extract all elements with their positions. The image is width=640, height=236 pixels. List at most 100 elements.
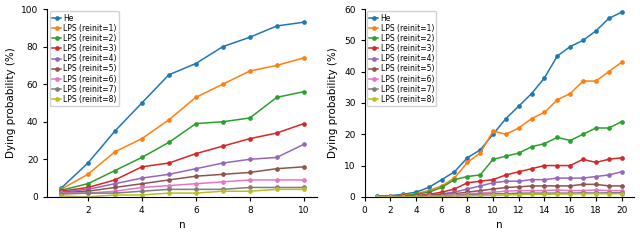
LPS (reinit=4) bbox=[541, 178, 548, 181]
LPS (reinit=1) bbox=[515, 126, 523, 129]
LPS (reinit=7) bbox=[605, 191, 612, 194]
LPS (reinit=1) bbox=[246, 70, 253, 72]
LPS (reinit=8) bbox=[374, 195, 381, 198]
LPS (reinit=7) bbox=[300, 186, 308, 189]
LPS (reinit=3) bbox=[592, 161, 600, 164]
Line: LPS (reinit=6): LPS (reinit=6) bbox=[376, 188, 623, 199]
Line: LPS (reinit=1): LPS (reinit=1) bbox=[59, 56, 306, 191]
LPS (reinit=8) bbox=[528, 193, 536, 196]
LPS (reinit=1) bbox=[618, 61, 625, 64]
LPS (reinit=2) bbox=[425, 191, 433, 194]
LPS (reinit=7) bbox=[84, 192, 92, 194]
Legend: He, LPS (reinit=1), LPS (reinit=2), LPS (reinit=3), LPS (reinit=4), LPS (reinit=: He, LPS (reinit=1), LPS (reinit=2), LPS … bbox=[50, 11, 119, 106]
LPS (reinit=6) bbox=[605, 189, 612, 192]
Line: LPS (reinit=4): LPS (reinit=4) bbox=[376, 170, 623, 199]
LPS (reinit=2) bbox=[246, 117, 253, 119]
LPS (reinit=4) bbox=[618, 170, 625, 173]
LPS (reinit=5) bbox=[618, 185, 625, 187]
He bbox=[138, 101, 146, 104]
LPS (reinit=2) bbox=[554, 136, 561, 139]
LPS (reinit=3) bbox=[192, 152, 200, 155]
LPS (reinit=7) bbox=[541, 192, 548, 194]
LPS (reinit=1) bbox=[554, 98, 561, 101]
LPS (reinit=2) bbox=[528, 145, 536, 148]
LPS (reinit=7) bbox=[246, 186, 253, 189]
LPS (reinit=2) bbox=[502, 155, 509, 158]
LPS (reinit=8) bbox=[387, 195, 394, 198]
LPS (reinit=7) bbox=[138, 190, 146, 193]
LPS (reinit=5) bbox=[476, 189, 484, 192]
LPS (reinit=6) bbox=[246, 179, 253, 181]
LPS (reinit=2) bbox=[618, 120, 625, 123]
LPS (reinit=7) bbox=[57, 193, 65, 195]
He bbox=[111, 130, 118, 133]
LPS (reinit=2) bbox=[138, 156, 146, 159]
LPS (reinit=2) bbox=[579, 133, 587, 136]
LPS (reinit=5) bbox=[138, 182, 146, 185]
LPS (reinit=4) bbox=[57, 191, 65, 194]
LPS (reinit=5) bbox=[554, 185, 561, 187]
Line: LPS (reinit=2): LPS (reinit=2) bbox=[376, 120, 623, 198]
LPS (reinit=8) bbox=[165, 192, 173, 194]
LPS (reinit=7) bbox=[273, 186, 281, 189]
LPS (reinit=7) bbox=[192, 188, 200, 191]
LPS (reinit=6) bbox=[528, 189, 536, 192]
LPS (reinit=4) bbox=[451, 191, 458, 194]
LPS (reinit=8) bbox=[84, 195, 92, 198]
LPS (reinit=1) bbox=[387, 195, 394, 198]
He bbox=[300, 21, 308, 24]
He bbox=[451, 170, 458, 173]
He bbox=[502, 117, 509, 120]
He bbox=[618, 11, 625, 14]
LPS (reinit=2) bbox=[438, 186, 445, 189]
Legend: He, LPS (reinit=1), LPS (reinit=2), LPS (reinit=3), LPS (reinit=4), LPS (reinit=: He, LPS (reinit=1), LPS (reinit=2), LPS … bbox=[367, 11, 436, 106]
Line: LPS (reinit=7): LPS (reinit=7) bbox=[376, 191, 623, 199]
LPS (reinit=6) bbox=[502, 190, 509, 193]
He bbox=[425, 186, 433, 189]
LPS (reinit=2) bbox=[57, 189, 65, 192]
LPS (reinit=4) bbox=[438, 192, 445, 195]
LPS (reinit=5) bbox=[579, 183, 587, 186]
LPS (reinit=5) bbox=[515, 185, 523, 188]
LPS (reinit=4) bbox=[111, 182, 118, 185]
LPS (reinit=1) bbox=[138, 137, 146, 140]
LPS (reinit=6) bbox=[399, 195, 407, 198]
LPS (reinit=2) bbox=[592, 126, 600, 129]
Line: LPS (reinit=3): LPS (reinit=3) bbox=[376, 156, 623, 198]
LPS (reinit=8) bbox=[489, 194, 497, 197]
LPS (reinit=6) bbox=[219, 180, 227, 183]
He bbox=[489, 133, 497, 136]
LPS (reinit=2) bbox=[451, 178, 458, 181]
LPS (reinit=2) bbox=[489, 158, 497, 161]
Line: LPS (reinit=8): LPS (reinit=8) bbox=[59, 187, 306, 199]
LPS (reinit=8) bbox=[246, 190, 253, 193]
LPS (reinit=8) bbox=[57, 194, 65, 197]
LPS (reinit=5) bbox=[374, 195, 381, 198]
LPS (reinit=3) bbox=[579, 158, 587, 161]
LPS (reinit=3) bbox=[219, 145, 227, 148]
LPS (reinit=6) bbox=[412, 195, 420, 198]
LPS (reinit=7) bbox=[438, 195, 445, 198]
LPS (reinit=6) bbox=[451, 194, 458, 196]
LPS (reinit=5) bbox=[84, 190, 92, 193]
LPS (reinit=3) bbox=[84, 186, 92, 189]
LPS (reinit=6) bbox=[374, 195, 381, 198]
LPS (reinit=8) bbox=[554, 193, 561, 195]
LPS (reinit=8) bbox=[592, 192, 600, 195]
LPS (reinit=3) bbox=[399, 195, 407, 198]
LPS (reinit=1) bbox=[579, 80, 587, 82]
LPS (reinit=4) bbox=[138, 177, 146, 180]
LPS (reinit=7) bbox=[111, 192, 118, 194]
LPS (reinit=3) bbox=[489, 178, 497, 181]
LPS (reinit=5) bbox=[605, 185, 612, 187]
LPS (reinit=5) bbox=[111, 186, 118, 189]
He bbox=[515, 105, 523, 108]
LPS (reinit=7) bbox=[618, 191, 625, 194]
LPS (reinit=6) bbox=[592, 189, 600, 191]
He bbox=[57, 187, 65, 190]
LPS (reinit=8) bbox=[219, 190, 227, 193]
LPS (reinit=3) bbox=[476, 180, 484, 183]
LPS (reinit=7) bbox=[425, 195, 433, 198]
LPS (reinit=8) bbox=[476, 194, 484, 197]
LPS (reinit=8) bbox=[273, 188, 281, 191]
